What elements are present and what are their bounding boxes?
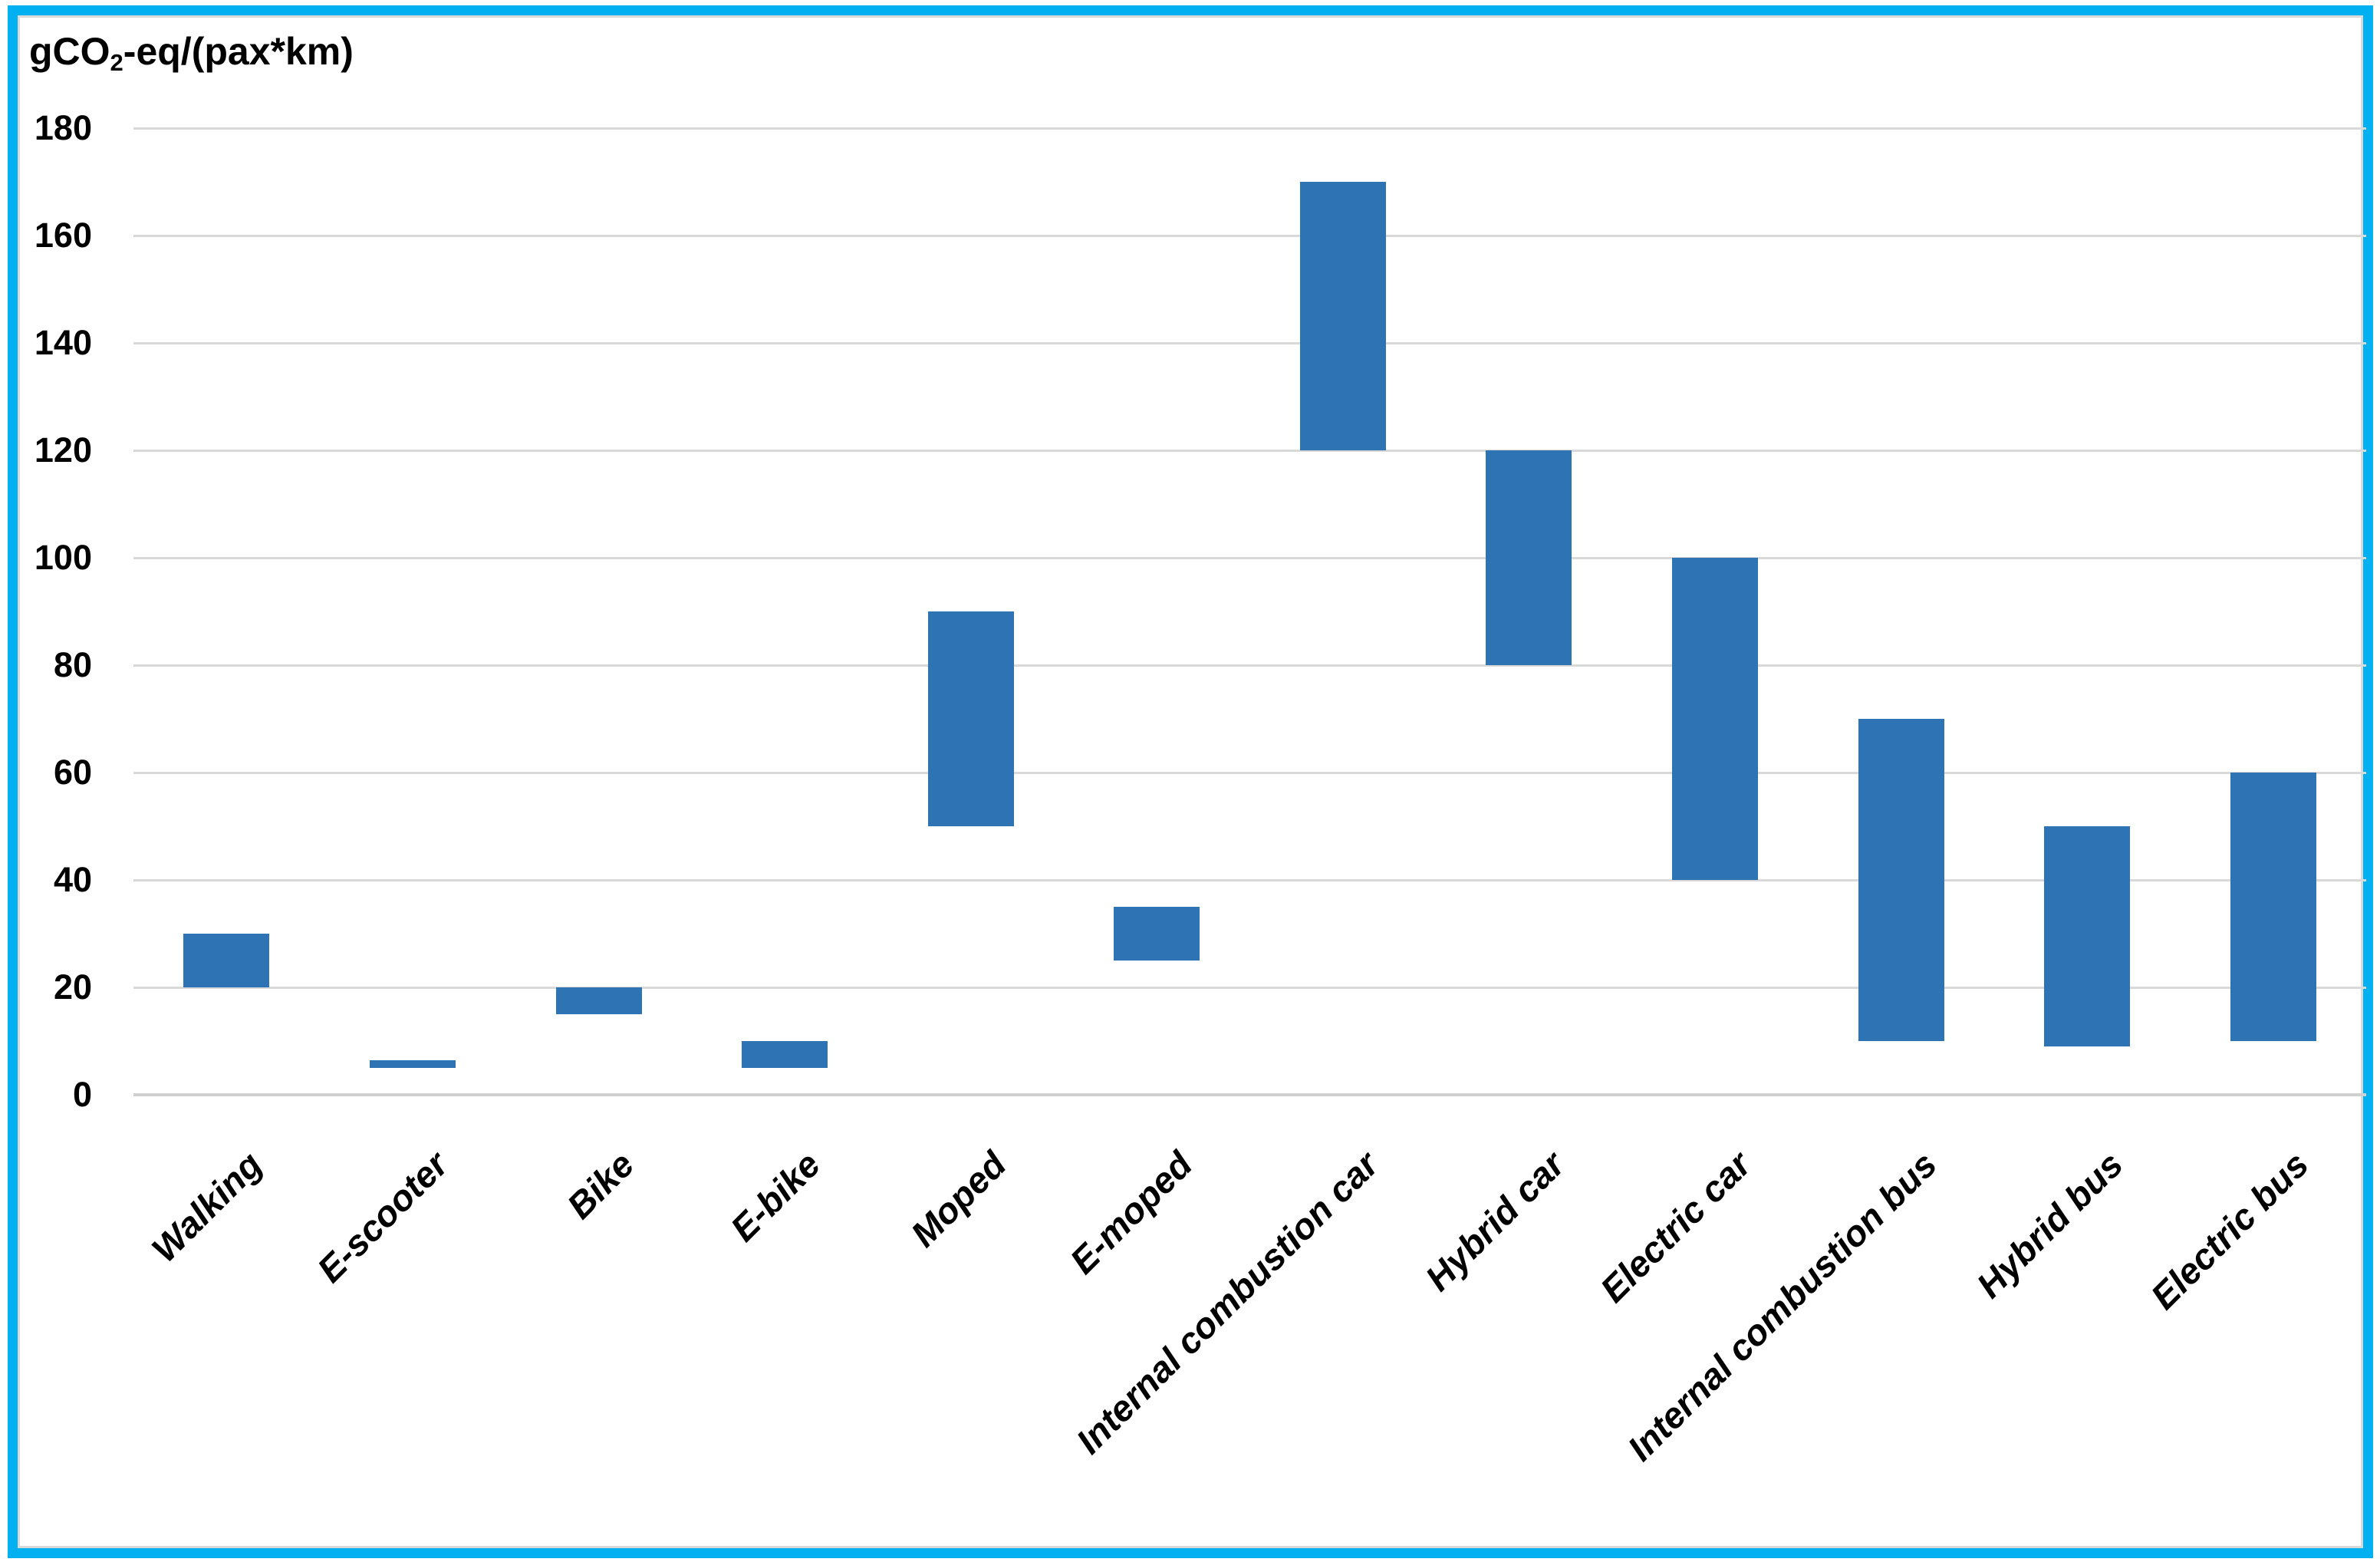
x-axis-line <box>133 1093 2366 1096</box>
bar-walking <box>183 934 270 987</box>
x-axis-label-internal-combustion-car: Internal combustion car <box>1068 1143 1386 1461</box>
y-tick-label-160: 160 <box>34 216 92 255</box>
chart-inner-border <box>18 15 2363 1548</box>
gridline-y-140 <box>133 342 2366 344</box>
gridline-y-160 <box>133 235 2366 237</box>
y-tick-label-60: 60 <box>53 753 92 792</box>
x-axis-label-e-scooter: E-scooter <box>309 1143 456 1290</box>
y-tick-label-120: 120 <box>34 430 92 470</box>
gridline-y-120 <box>133 450 2366 452</box>
bar-e-moped <box>1114 907 1200 961</box>
bar-bike <box>555 987 642 1014</box>
x-axis-label-e-moped: E-moped <box>1062 1143 1200 1282</box>
x-axis-label-bike: Bike <box>559 1143 642 1227</box>
gridline-y-180 <box>133 127 2366 130</box>
x-axis-label-internal-combustion-bus: Internal combustion bus <box>1619 1143 1944 1469</box>
chart-outer-border <box>8 5 2373 1558</box>
y-tick-label-140: 140 <box>34 323 92 362</box>
y-tick-label-80: 80 <box>53 645 92 684</box>
y-tick-label-180: 180 <box>34 108 92 147</box>
gridline-y-80 <box>133 664 2366 667</box>
x-axis-label-hybrid-car: Hybrid car <box>1417 1143 1572 1299</box>
y-axis-title-prefix: gCO <box>29 30 110 73</box>
x-axis-label-hybrid-bus: Hybrid bus <box>1968 1143 2131 1306</box>
x-axis-label-electric-bus: Electric bus <box>2142 1143 2316 1317</box>
bar-electric-bus <box>2230 773 2316 1041</box>
x-axis-label-moped: Moped <box>903 1143 1014 1255</box>
bar-e-bike <box>742 1041 828 1068</box>
bar-internal-combustion-bus <box>1858 719 1944 1041</box>
gridline-y-40 <box>133 879 2366 882</box>
bar-moped <box>927 611 1014 826</box>
gridline-y-60 <box>133 772 2366 774</box>
bar-internal-combustion-car <box>1299 182 1386 450</box>
y-axis-title-subscript: 2 <box>110 48 123 76</box>
x-axis-label-walking: Walking <box>143 1143 270 1270</box>
y-axis-title: gCO2-eq/(pax*km) <box>29 29 354 76</box>
x-axis-label-electric-car: Electric car <box>1592 1143 1759 1310</box>
x-axis-label-e-bike: E-bike <box>722 1143 828 1249</box>
bar-hybrid-bus <box>2044 826 2131 1046</box>
y-tick-label-40: 40 <box>53 860 92 899</box>
y-tick-label-0: 0 <box>72 1075 92 1114</box>
y-tick-label-20: 20 <box>53 967 92 1007</box>
bar-e-scooter <box>369 1059 456 1068</box>
gridline-y-100 <box>133 557 2366 559</box>
bar-electric-car <box>1672 558 1758 880</box>
y-axis-title-suffix: -eq/(pax*km) <box>123 30 354 73</box>
bar-hybrid-car <box>1486 450 1572 665</box>
y-tick-label-100: 100 <box>34 538 92 577</box>
gridline-y-20 <box>133 987 2366 989</box>
